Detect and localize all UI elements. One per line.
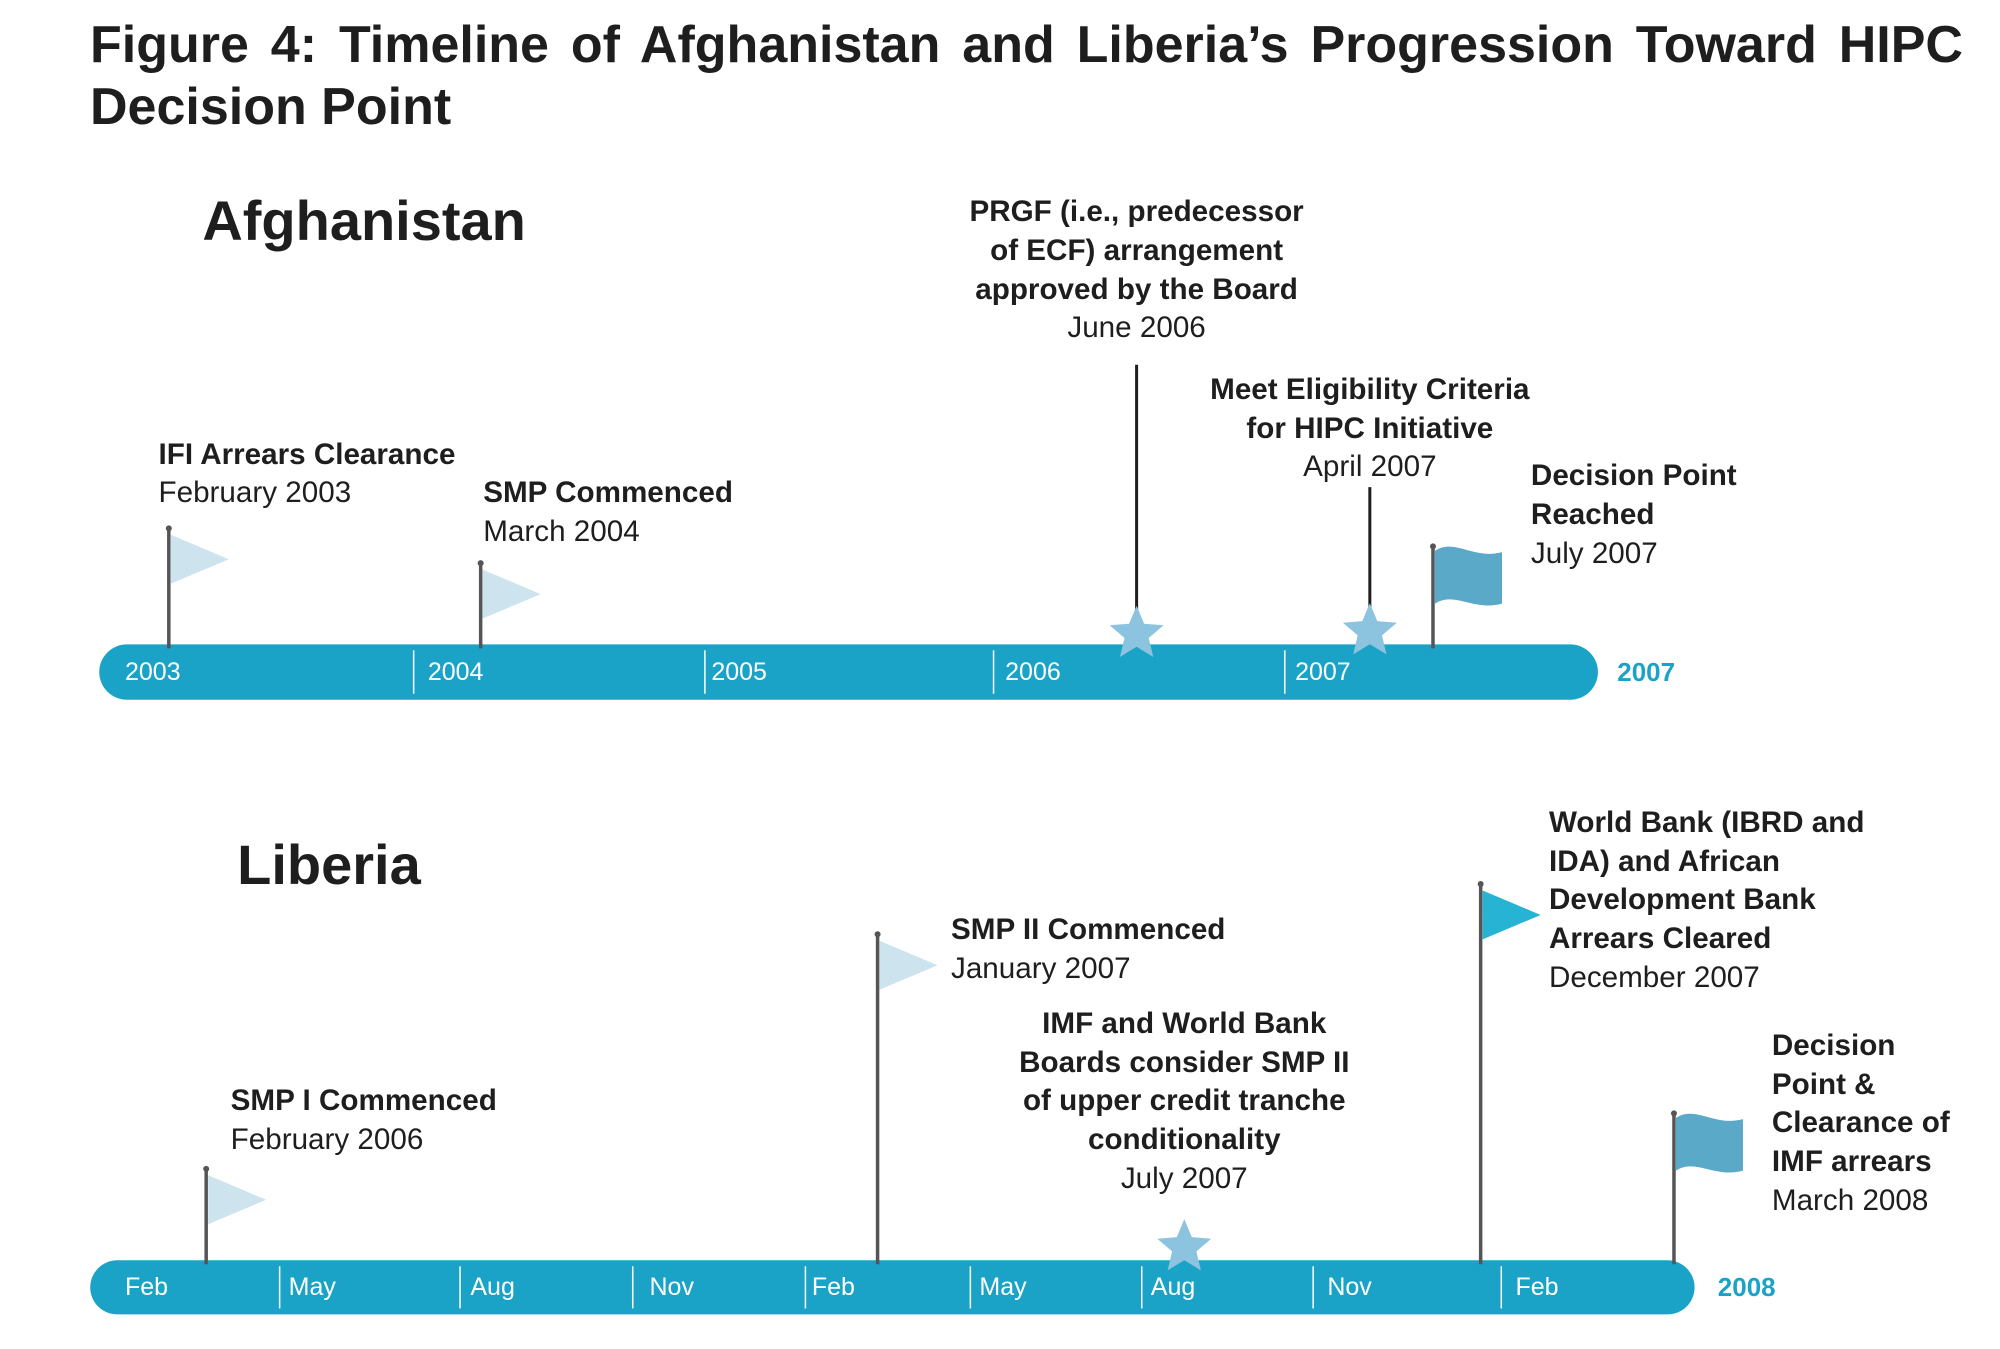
event-title: Decision Point: [1530, 459, 1737, 493]
event-date: December 2007: [1548, 960, 1760, 994]
axis-label: May: [288, 1273, 336, 1302]
event-title: IMF arrears: [1771, 1145, 1932, 1179]
event-date: April 2007: [1303, 450, 1437, 484]
axis-label: 2006: [1005, 658, 1061, 687]
country-label: Afghanistan: [202, 189, 526, 253]
event-title: IDA) and African: [1548, 844, 1780, 878]
event-title: SMP II Commenced: [951, 913, 1226, 947]
axis-label: Aug: [470, 1273, 515, 1302]
country-label: Liberia: [237, 833, 421, 897]
timeline-bar: [99, 644, 1598, 700]
event-date: July 2007: [1120, 1161, 1248, 1195]
timeline-bar: [90, 1260, 1695, 1315]
wavy-flag: [1675, 1113, 1743, 1173]
event-title: SMP Commenced: [483, 476, 733, 510]
event-title: Development Bank: [1548, 883, 1816, 917]
event-title: Arrears Cleared: [1548, 922, 1772, 956]
event-date: July 2007: [1530, 536, 1658, 570]
end-label: 2008: [1717, 1272, 1776, 1303]
axis-label: Feb: [811, 1273, 855, 1302]
light-flag: [482, 569, 541, 619]
pole-cap: [1429, 543, 1436, 550]
light-flag: [170, 534, 229, 584]
event-date: March 2004: [483, 514, 640, 548]
event-title: PRGF (i.e., predecessor: [969, 195, 1304, 229]
axis-label: 2007: [1295, 658, 1351, 687]
axis-label: Feb: [125, 1273, 169, 1302]
event-title: Point &: [1771, 1067, 1876, 1101]
axis-label: Aug: [1150, 1273, 1196, 1302]
axis-label: Nov: [1327, 1273, 1372, 1302]
end-label: 2007: [1617, 657, 1676, 688]
event-date: June 2006: [1067, 311, 1206, 345]
axis-label: Nov: [649, 1273, 694, 1302]
light-flag: [879, 940, 938, 990]
pole-cap: [165, 525, 172, 532]
event-title: approved by the Board: [975, 272, 1298, 306]
event-title: conditionality: [1087, 1123, 1281, 1157]
event-title: Clearance of: [1771, 1106, 1950, 1140]
event-date: February 2003: [158, 476, 352, 510]
light-flag: [208, 1175, 267, 1225]
star-marker: [1157, 1219, 1212, 1271]
event-title: World Bank (IBRD and: [1548, 806, 1865, 840]
event-title: IMF and World Bank: [1042, 1007, 1327, 1041]
event-date: March 2008: [1771, 1183, 1929, 1217]
axis-label: 2004: [427, 658, 484, 687]
pole-cap: [203, 1165, 210, 1172]
pole-cap: [477, 560, 484, 567]
event-title: Boards consider SMP II: [1019, 1045, 1350, 1079]
event-title: Reached: [1530, 498, 1655, 532]
pole-cap: [1477, 881, 1484, 888]
axis-label: Feb: [1515, 1273, 1559, 1302]
event-title: SMP I Commenced: [230, 1084, 497, 1118]
event-title: Decision: [1771, 1029, 1896, 1063]
pole-cap: [874, 931, 881, 938]
event-title: IFI Arrears Clearance: [158, 437, 456, 471]
event-title: Meet Eligibility Criteria: [1210, 373, 1530, 407]
event-title: of upper credit tranche: [1022, 1084, 1346, 1118]
event-date: February 2006: [230, 1123, 424, 1157]
axis-label: 2003: [125, 658, 181, 687]
axis-label: 2005: [711, 658, 767, 687]
event-date: January 2007: [951, 951, 1131, 985]
event-title: for HIPC Initiative: [1246, 411, 1494, 445]
teal-flag: [1482, 890, 1541, 940]
axis-label: May: [979, 1273, 1027, 1302]
pole-cap: [1670, 1110, 1677, 1117]
star-marker: [1342, 603, 1397, 655]
figure-title: Figure 4: Timeline of Afghanistan and Li…: [90, 16, 1963, 136]
wavy-flag: [1434, 546, 1502, 606]
star-marker: [1109, 605, 1164, 657]
event-title: of ECF) arrangement: [990, 233, 1284, 267]
